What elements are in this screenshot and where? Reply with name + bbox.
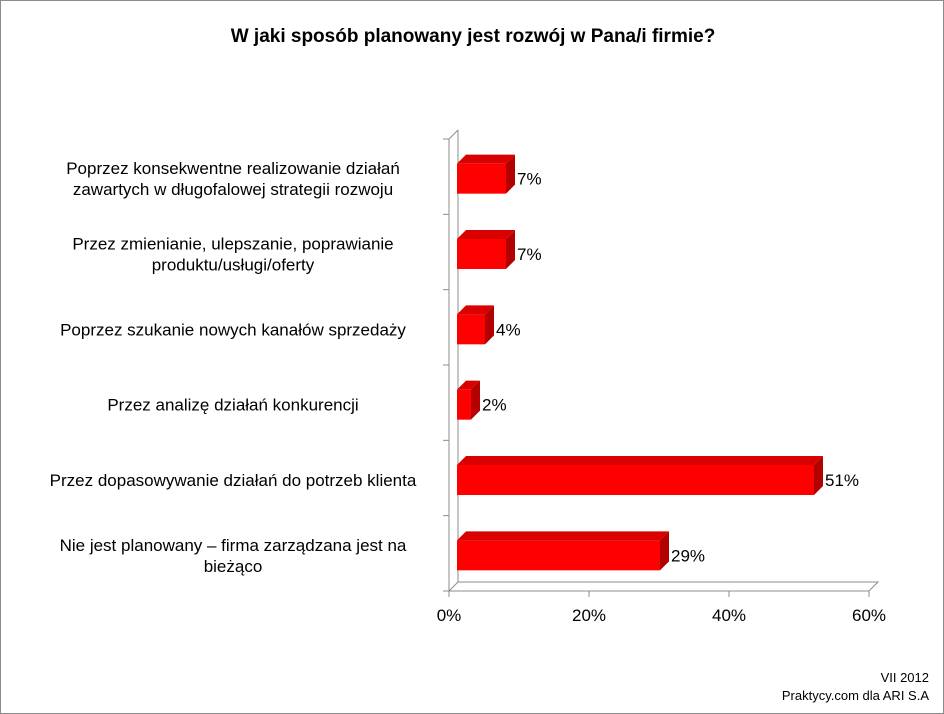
bar-side xyxy=(506,230,515,269)
value-label: 29% xyxy=(671,546,705,565)
bar xyxy=(457,305,494,345)
bar-top xyxy=(457,531,669,541)
bar-side xyxy=(471,380,480,420)
category-label-line: Przez dopasowywanie działań do potrzeb k… xyxy=(50,471,417,490)
bar xyxy=(457,456,823,495)
category-labels: Poprzez konsekwentne realizowanie działa… xyxy=(50,159,417,576)
category-label-line: Poprzez szukanie nowych kanałów sprzedaż… xyxy=(60,320,406,339)
bar-front xyxy=(457,163,506,194)
category-label-line: Poprzez konsekwentne realizowanie działa… xyxy=(66,159,400,178)
value-label: 2% xyxy=(482,396,507,415)
footer-source: Praktycy.com dla ARI S.A xyxy=(781,688,929,703)
value-label: 51% xyxy=(825,471,859,490)
bar-front xyxy=(457,314,485,345)
footer-date: VII 2012 xyxy=(880,670,929,685)
bar-top xyxy=(457,230,515,239)
value-label: 4% xyxy=(496,320,521,339)
category-label: Poprzez szukanie nowych kanałów sprzedaż… xyxy=(60,320,406,339)
bar-front xyxy=(457,465,814,495)
bar-side xyxy=(506,154,515,194)
bars xyxy=(457,154,823,571)
bar xyxy=(457,230,515,269)
category-label-line: Przez analizę działań konkurencji xyxy=(107,396,358,415)
wall-top-edge xyxy=(448,129,459,140)
value-label: 7% xyxy=(517,170,542,189)
bar xyxy=(457,380,480,420)
bar-front xyxy=(457,389,471,420)
value-labels: 7% 7% 4% 2% 51% 29% xyxy=(482,170,859,566)
x-tick-label: 0% xyxy=(437,606,462,625)
bar-front xyxy=(457,239,506,269)
category-label: Nie jest planowany – firma zarządzana je… xyxy=(60,536,407,576)
x-tick-label: 60% xyxy=(852,606,886,625)
bar-side xyxy=(814,456,823,495)
x-tick-labels: 0% 20% 40% 60% xyxy=(437,606,886,625)
x-tick-label: 40% xyxy=(712,606,746,625)
bar-top xyxy=(457,380,480,390)
category-label-line: bieżąco xyxy=(204,557,263,576)
category-label-line: Przez zmienianie, ulepszanie, poprawiani… xyxy=(72,235,393,254)
bar-side xyxy=(660,531,669,571)
bar xyxy=(457,531,669,571)
chart-title: W jaki sposób planowany jest rozwój w Pa… xyxy=(231,26,716,47)
bar-side xyxy=(485,305,494,345)
floor-plane xyxy=(447,581,880,592)
bar-front xyxy=(457,540,660,571)
category-label-line: zawartych w długofalowej strategii rozwo… xyxy=(73,180,393,199)
bar-top xyxy=(457,154,515,164)
bar-top xyxy=(457,305,494,315)
category-label-line: produktu/usługi/oferty xyxy=(152,256,315,275)
category-label: Przez dopasowywanie działań do potrzeb k… xyxy=(50,471,417,490)
bar xyxy=(457,154,515,194)
category-label-line: Nie jest planowany – firma zarządzana je… xyxy=(60,536,407,555)
axis-layer xyxy=(443,129,880,597)
category-label: Poprzez konsekwentne realizowanie działa… xyxy=(66,159,400,199)
value-label: 7% xyxy=(517,245,542,264)
bar-top xyxy=(457,456,823,465)
x-tick-label: 20% xyxy=(572,606,606,625)
category-label: Przez analizę działań konkurencji xyxy=(107,396,358,415)
category-label: Przez zmienianie, ulepszanie, poprawiani… xyxy=(72,235,393,275)
footer: VII 2012 Praktycy.com dla ARI S.A xyxy=(782,669,929,705)
